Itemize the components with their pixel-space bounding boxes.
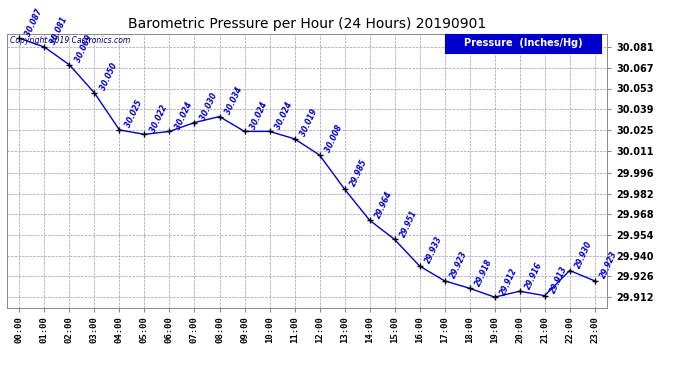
- Text: 29.930: 29.930: [574, 240, 594, 270]
- Text: 30.008: 30.008: [324, 124, 344, 154]
- Text: 30.024: 30.024: [274, 100, 294, 130]
- Text: 29.918: 29.918: [474, 257, 494, 288]
- Text: Copyright 2019 Castronics.com: Copyright 2019 Castronics.com: [10, 36, 130, 45]
- Text: 30.069: 30.069: [74, 34, 94, 64]
- Text: 29.964: 29.964: [374, 189, 394, 219]
- Text: 29.923: 29.923: [448, 250, 469, 280]
- Text: 30.034: 30.034: [224, 86, 244, 116]
- Text: 29.912: 29.912: [499, 266, 520, 296]
- Text: 29.923: 29.923: [599, 250, 620, 280]
- Text: 30.019: 30.019: [299, 108, 319, 138]
- Text: 30.022: 30.022: [148, 104, 169, 134]
- Text: 30.081: 30.081: [48, 16, 69, 46]
- Text: 29.913: 29.913: [549, 265, 569, 295]
- Text: 30.087: 30.087: [23, 7, 44, 38]
- Text: 30.024: 30.024: [248, 100, 269, 130]
- Text: 30.030: 30.030: [199, 92, 219, 122]
- Title: Barometric Pressure per Hour (24 Hours) 20190901: Barometric Pressure per Hour (24 Hours) …: [128, 17, 486, 31]
- Text: 30.050: 30.050: [99, 62, 119, 92]
- Text: 29.916: 29.916: [524, 260, 544, 291]
- Text: 29.985: 29.985: [348, 158, 369, 188]
- Text: 29.933: 29.933: [424, 235, 444, 265]
- Text: 30.024: 30.024: [174, 100, 194, 130]
- Text: 29.951: 29.951: [399, 209, 420, 238]
- Text: 30.025: 30.025: [124, 99, 144, 129]
